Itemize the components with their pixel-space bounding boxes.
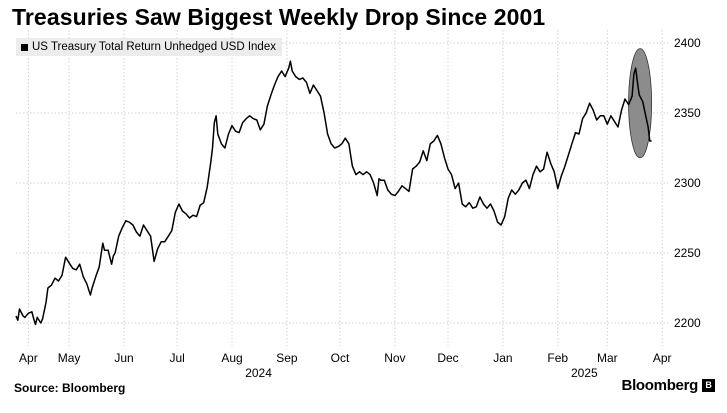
chart-title: Treasuries Saw Biggest Weekly Drop Since… (12, 4, 546, 30)
y-axis: 2200 2250 2300 2350 2400 (674, 36, 701, 330)
legend: US Treasury Total Return Unhedged USD In… (16, 38, 282, 56)
source-note: Source: Bloomberg (14, 381, 126, 395)
legend-label: US Treasury Total Return Unhedged USD In… (32, 41, 276, 53)
x-tick-label: Aug (221, 351, 242, 365)
gridlines (16, 30, 668, 346)
brand-name: Bloomberg (621, 377, 699, 394)
series-layer (15, 60, 652, 326)
x-tick-label: Apr (653, 351, 672, 365)
year-label: 2024 (245, 366, 272, 380)
x-tick-label: Dec (437, 351, 458, 365)
y-tick-label: 2300 (674, 176, 701, 190)
x-tick-label: Jan (493, 351, 512, 365)
x-tick-label: Nov (384, 351, 405, 365)
y-tick-label: 2250 (674, 246, 701, 260)
bloomberg-mark-icon: B (702, 379, 715, 392)
y-tick-label: 2400 (674, 36, 701, 50)
year-label: 2025 (571, 366, 598, 380)
x-tick-label: Mar (597, 351, 618, 365)
x-tick-label: Jul (169, 351, 184, 365)
x-tick-label: Sep (276, 351, 298, 365)
x-axis: Apr May Jun Jul Aug Sep Oct Nov Dec Jan Feb Mar Apr 2… (19, 351, 672, 380)
x-tick-label: Oct (331, 351, 350, 365)
x-tick-label: Feb (547, 351, 568, 365)
x-tick-label: Apr (19, 351, 38, 365)
highlight-ellipse (628, 48, 653, 159)
x-tick-label: May (58, 351, 81, 365)
highlight-annotation (628, 48, 653, 159)
x-tick-label: Jun (114, 351, 133, 365)
y-tick-label: 2350 (674, 106, 701, 120)
bloomberg-logo: Bloomberg B (622, 377, 715, 394)
legend-swatch (21, 43, 28, 51)
y-tick-label: 2200 (674, 316, 701, 330)
series-line (15, 60, 652, 326)
